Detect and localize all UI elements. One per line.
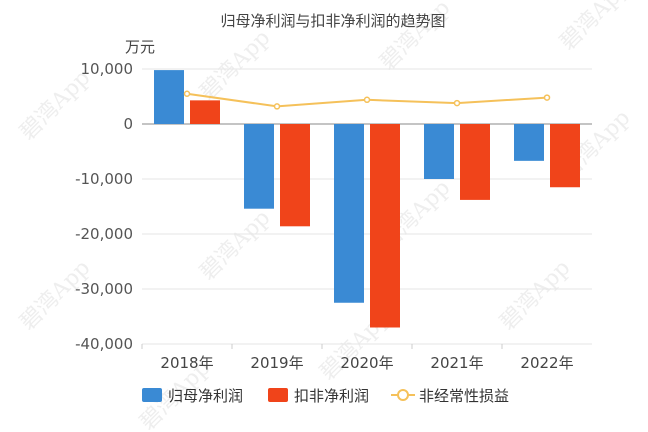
legend-label: 归母净利润	[168, 387, 243, 405]
watermark-text: 碧湾App	[495, 255, 575, 335]
x-tick-label: 2021年	[430, 354, 483, 372]
y-tick-label: -40,000	[75, 335, 133, 353]
bar-deducted-profit[interactable]	[550, 124, 580, 188]
legend-swatch	[268, 388, 288, 402]
legend-item[interactable]: 归母净利润	[142, 387, 243, 405]
bar-deducted-profit[interactable]	[190, 100, 220, 124]
bar-deducted-profit[interactable]	[280, 124, 310, 227]
legend-item[interactable]: 扣非净利润	[268, 387, 369, 405]
y-axis-unit: 万元	[125, 38, 155, 56]
x-tick-label: 2022年	[520, 354, 573, 372]
legend-swatch	[142, 388, 162, 402]
legend[interactable]: 归母净利润 扣非净利润 非经常性损益	[142, 387, 509, 405]
y-axis-ticks: 10,000 0 -10,000 -20,000 -30,000 -40,000	[75, 60, 133, 353]
y-tick-label: -10,000	[75, 170, 133, 188]
bar-net-profit[interactable]	[424, 124, 454, 179]
legend-marker	[397, 389, 409, 401]
watermark-text: 碧湾App	[195, 25, 275, 105]
y-tick-label: 0	[123, 115, 133, 133]
x-tick-label: 2018年	[160, 354, 213, 372]
legend-label: 非经常性损益	[419, 387, 509, 405]
y-tick-label: -20,000	[75, 225, 133, 243]
line-point[interactable]	[273, 103, 281, 110]
x-axis-ticks: 2018年 2019年 2020年 2021年 2022年	[141, 344, 574, 372]
bar-series	[154, 70, 580, 328]
bar-deducted-profit[interactable]	[460, 124, 490, 200]
line-point[interactable]	[543, 94, 551, 101]
bar-net-profit[interactable]	[334, 124, 364, 303]
line-point[interactable]	[183, 90, 191, 97]
line-point[interactable]	[453, 99, 461, 107]
y-tick-label: -30,000	[75, 280, 133, 298]
y-tick-label: 10,000	[81, 60, 134, 78]
x-tick-label: 2019年	[250, 354, 303, 372]
x-tick-label: 2020年	[340, 354, 393, 372]
bar-deducted-profit[interactable]	[370, 124, 400, 328]
line-series	[183, 90, 551, 110]
bar-net-profit[interactable]	[514, 124, 544, 161]
bar-net-profit[interactable]	[244, 124, 274, 209]
watermark-text: 碧湾App	[555, 0, 635, 55]
bar-net-profit[interactable]	[154, 70, 184, 124]
watermark-text: 碧湾App	[195, 205, 275, 285]
chart-title: 归母净利润与扣非净利润的趋势图	[220, 12, 445, 30]
legend-label: 扣非净利润	[294, 387, 369, 405]
legend-item[interactable]: 非经常性损益	[391, 387, 509, 405]
line-point[interactable]	[363, 96, 371, 104]
